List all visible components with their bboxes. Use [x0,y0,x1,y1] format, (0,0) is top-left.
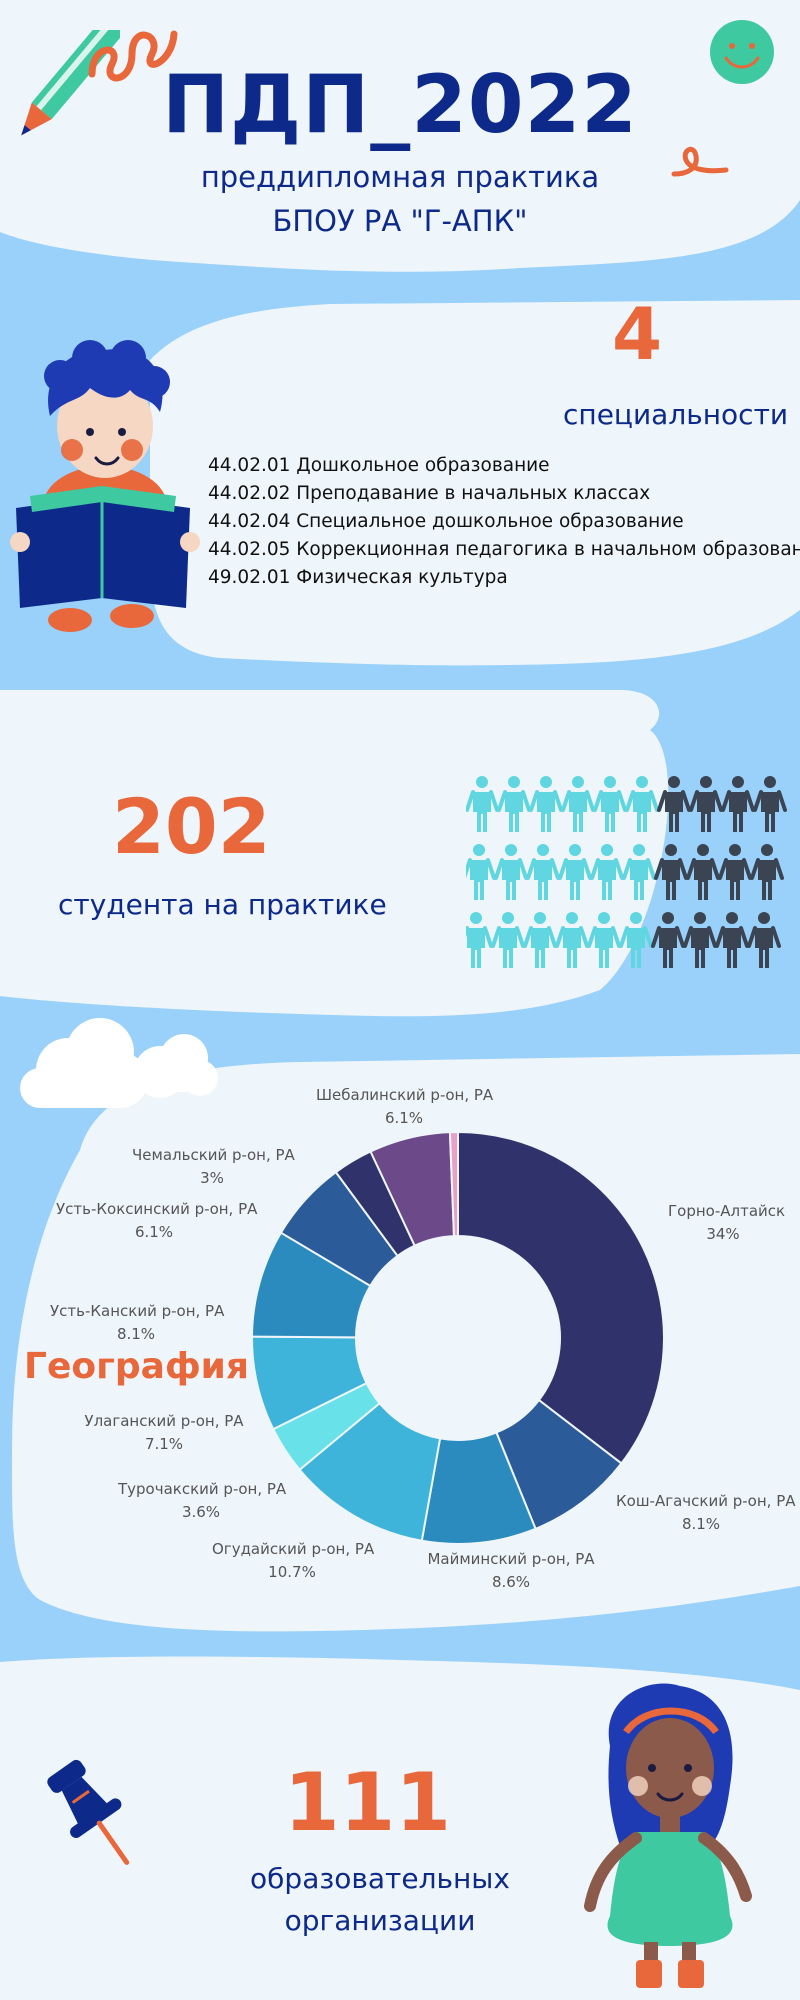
curl-icon [671,146,729,177]
donut-data-label: Турочакский р-он, РА 3.6% [118,1478,287,1524]
donut-data-label: Кош-Агачский р-он, РА 8.1% [616,1490,796,1536]
donut-label-value: 10.7% [268,1563,316,1581]
person-icon [625,776,659,832]
person-icon [526,844,560,900]
cloud-small-icon [132,1034,218,1098]
donut-data-label: Горно-Алтайск 34% [668,1200,786,1246]
donut-label-value: 8.1% [116,1325,156,1343]
donut-label-name: Усть-Коксинский р-он, РА [56,1200,258,1218]
donut-slice [448,1130,459,1238]
organizations-count: 111 [284,1756,451,1849]
donut-label-name: Огудайский р-он, РА [212,1540,375,1558]
donut-data-label: Огудайский р-он, РА 10.7% [212,1538,375,1584]
person-icon [622,844,656,900]
person-icon [619,912,653,968]
students-label: студента на практике [58,888,387,921]
person-icon [590,844,624,900]
donut-data-label: Чемальский р-он, РА 3% [132,1144,295,1190]
squiggle-icon [88,30,178,82]
person-icon [497,776,531,832]
person-icon [555,912,589,968]
person-icon [466,776,499,832]
donut-label-value: 8.6% [491,1573,531,1591]
list-item: 44.02.02 Преподавание в начальных класса… [208,483,651,504]
person-icon [587,912,621,968]
organizations-label-line2: организации [284,1904,476,1937]
person-icon [686,844,720,900]
person-icon [683,912,717,968]
donut-label-value: 34% [706,1225,740,1243]
person-icon [651,912,685,968]
person-icon [494,844,528,900]
header-panel [0,0,800,272]
donut-label-value: 6.1% [384,1109,424,1127]
students-count: 202 [112,782,271,871]
donut-label-name: Горно-Алтайск [668,1202,786,1220]
boy-reading-illustration [10,340,200,632]
organizations-panel [0,1656,800,2000]
donut-label-name: Турочакский р-он, РА [118,1480,287,1498]
person-icon [750,844,784,900]
girl-illustration [584,1683,752,1988]
geography-heading: География [24,1346,250,1387]
list-item: 49.02.01 Физическая культура [208,567,508,588]
donut-label-value: 8.1% [681,1515,721,1533]
donut-label-name: Усть-Канский р-он, РА [50,1302,225,1320]
page-subtitle-line2: БПОУ РА "Г-АПК" [272,204,528,238]
donut-label-name: Улаганский р-он, РА [84,1412,244,1430]
person-icon [466,912,493,968]
person-icon [753,776,787,832]
pencil-icon [21,30,120,136]
pushpin-icon [47,1759,130,1865]
donut-label-name: Кош-Агачский р-он, РА [616,1492,796,1510]
specialties-count: 4 [612,292,663,376]
person-icon [561,776,595,832]
person-icon [657,776,691,832]
person-icon [523,912,557,968]
person-icon [721,776,755,832]
person-icon [718,844,752,900]
cloud-icon [20,1018,148,1108]
specialties-list: 44.02.01 Дошкольное образование 44.02.02… [208,452,800,592]
smiley-icon [710,20,774,84]
list-item: 44.02.05 Коррекционная педагогика в нача… [208,539,800,560]
donut-data-label: Улаганский р-он, РА 7.1% [84,1410,244,1456]
person-icon [689,776,723,832]
people-pictogram [466,776,787,968]
list-item: 44.02.04 Специальное дошкольное образова… [208,511,684,532]
donut-label-name: Чемальский р-он, РА [132,1146,295,1164]
person-icon [558,844,592,900]
donut-label-name: Шебалинский р-он, РА [316,1086,494,1104]
donut-label-value: 3.6% [181,1503,221,1521]
person-icon [491,912,525,968]
organizations-label-line1: образовательных [250,1862,510,1895]
donut-label-value: 6.1% [134,1223,174,1241]
specialties-panel [150,300,800,666]
donut-data-label: Шебалинский р-он, РА 6.1% [316,1084,494,1130]
donut-data-label: Майминский р-он, РА 8.6% [426,1548,596,1594]
list-item: 44.02.01 Дошкольное образование [208,455,550,476]
page-title: ПДП_2022 [162,58,638,151]
donut-slice [457,1130,665,1465]
person-icon [654,844,688,900]
page-subtitle-line1: преддипломная практика [200,160,600,194]
donut-label-value: 7.1% [144,1435,184,1453]
donut-data-label: Усть-Коксинский р-он, РА 6.1% [56,1198,258,1244]
specialties-label: специальности [563,398,789,431]
donut-label-value: 3% [200,1169,224,1187]
person-icon [593,776,627,832]
person-icon [715,912,749,968]
donut-data-label: Усть-Канский р-он, РА 8.1% [50,1300,225,1346]
person-icon [747,912,781,968]
person-icon [466,844,496,900]
donut-label-name: Майминский р-он, РА [427,1550,595,1568]
person-icon [529,776,563,832]
